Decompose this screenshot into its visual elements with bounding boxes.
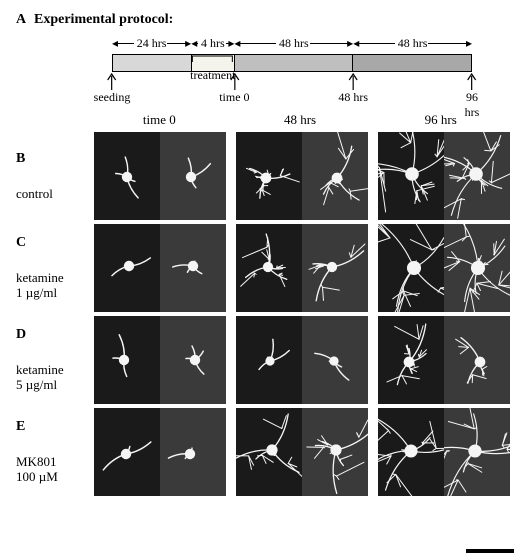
timeline-pointer: time 0: [219, 72, 249, 105]
micrograph: [302, 408, 368, 496]
micrograph: [302, 224, 368, 312]
micrograph-pair: [94, 224, 226, 312]
micrograph: [160, 316, 226, 404]
protocol-title: Experimental protocol:: [34, 12, 173, 28]
duration-row: ◂24 hrs▸◂4 hrs▸◂48 hrs▸◂48 hrs▸: [112, 36, 472, 54]
micrograph: [236, 408, 302, 496]
grid-row: Cketamine1 µg/ml: [16, 224, 516, 312]
micrograph: [94, 316, 160, 404]
micrograph: [444, 132, 510, 220]
timeline-pointer: 48 hrs: [338, 72, 368, 105]
micrograph-pair: [378, 316, 510, 404]
timeline-bar: [112, 54, 472, 72]
micrograph-pair: [378, 224, 510, 312]
micrograph: [160, 224, 226, 312]
micrograph-pair: [94, 408, 226, 496]
grid-row: Dketamine5 µg/ml: [16, 316, 516, 404]
micrograph: [160, 132, 226, 220]
row-label: Bcontrol: [16, 151, 94, 201]
arrow-row: seedingtime 048 hrs96 hrs: [112, 72, 472, 108]
grid-row: EMK801100 µM: [16, 408, 516, 496]
micrograph-pair: [94, 132, 226, 220]
timeline: ◂24 hrs▸◂4 hrs▸◂48 hrs▸◂48 hrs▸ treatmen…: [112, 36, 472, 106]
timeline-segment: [113, 55, 192, 71]
micrograph: [302, 316, 368, 404]
micrograph: [236, 224, 302, 312]
image-grid: Bcontrol Cketamine1 µg/ml Dketamine5 µg/ml…: [16, 132, 516, 496]
micrograph-pair: [236, 224, 368, 312]
scale-bar: [466, 549, 514, 553]
micrograph-pair: [94, 316, 226, 404]
micrograph: [94, 132, 160, 220]
column-header: 96 hrs: [375, 112, 506, 128]
micrograph: [94, 408, 160, 496]
micrograph: [444, 408, 510, 496]
timeline-segment: [353, 55, 471, 71]
micrograph-pair: [236, 408, 368, 496]
duration-label: ◂24 hrs▸: [112, 36, 191, 50]
micrograph-pair: [236, 132, 368, 220]
micrograph: [94, 224, 160, 312]
column-header: 48 hrs: [235, 112, 366, 128]
micrograph-pair: [236, 316, 368, 404]
micrograph: [378, 408, 444, 496]
micrograph: [236, 132, 302, 220]
grid-row: Bcontrol: [16, 132, 516, 220]
row-label: EMK801100 µM: [16, 419, 94, 485]
column-header: time 0: [94, 112, 225, 128]
micrograph: [160, 408, 226, 496]
row-label: Dketamine5 µg/ml: [16, 327, 94, 393]
row-label: Cketamine1 µg/ml: [16, 235, 94, 301]
micrograph: [378, 132, 444, 220]
micrograph: [236, 316, 302, 404]
micrograph-pair: [378, 408, 510, 496]
panel-a-letter: A: [16, 12, 34, 28]
micrograph: [378, 224, 444, 312]
timeline-pointer: seeding: [94, 72, 131, 105]
timeline-segment: [235, 55, 353, 71]
duration-label: ◂48 hrs▸: [234, 36, 353, 50]
micrograph: [444, 316, 510, 404]
timeline-pointer: 96 hrs: [465, 72, 480, 120]
panel-a-header: A Experimental protocol:: [16, 12, 516, 28]
column-headers: time 0 48 hrs 96 hrs: [94, 112, 516, 128]
duration-label: ◂4 hrs▸: [191, 36, 234, 50]
micrograph: [444, 224, 510, 312]
duration-label: ◂48 hrs▸: [353, 36, 472, 50]
micrograph-pair: [378, 132, 510, 220]
micrograph: [302, 132, 368, 220]
micrograph: [378, 316, 444, 404]
